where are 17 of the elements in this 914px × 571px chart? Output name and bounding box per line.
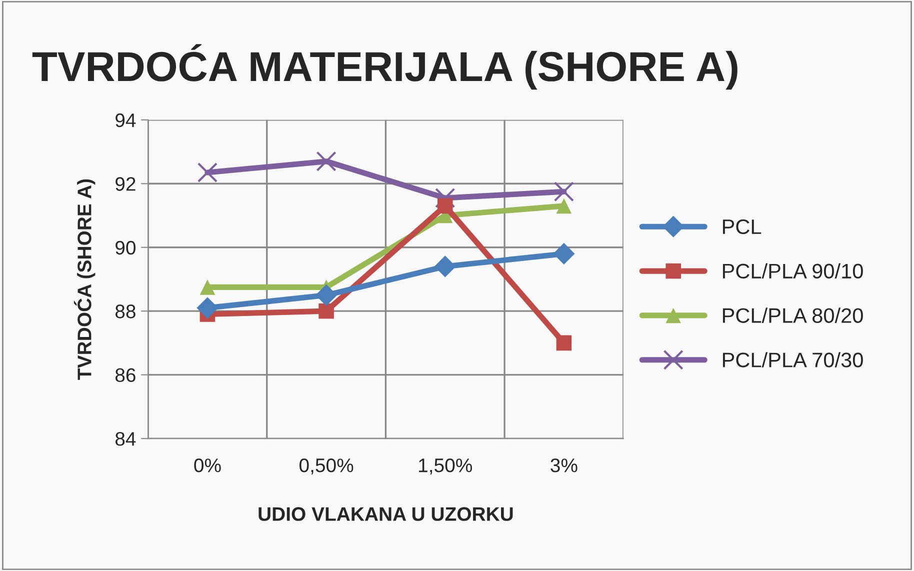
legend-label: PCL/PLA 70/30 (722, 352, 863, 368)
x-tick-label: 1,50% (419, 458, 472, 475)
legend-label: PCL/PLA 90/10 (722, 263, 863, 279)
x-tick-label: 3% (550, 458, 578, 472)
y-tick-label: 86 (115, 368, 136, 382)
y-tick-label: 88 (115, 304, 136, 318)
y-tick-label: 90 (116, 240, 136, 255)
legend-label: PCL/PLA 80/20 (722, 308, 863, 323)
y-tick-label: 94 (116, 113, 136, 128)
x-tick-label: 0% (194, 458, 221, 472)
x-axis-title: UDIO VLAKANA U UZORKU (258, 507, 513, 521)
chart-title: TVRDOĆA MATERIJALA (SHORE A) (32, 44, 738, 90)
y-tick-label: 84 (115, 432, 136, 446)
y-tick-label: 92 (116, 177, 136, 191)
y-axis-title: TVRDOĆA (SHORE A) (74, 179, 96, 380)
legend-label: PCL (722, 219, 762, 234)
x-tick-label: 0,50% (299, 458, 354, 475)
